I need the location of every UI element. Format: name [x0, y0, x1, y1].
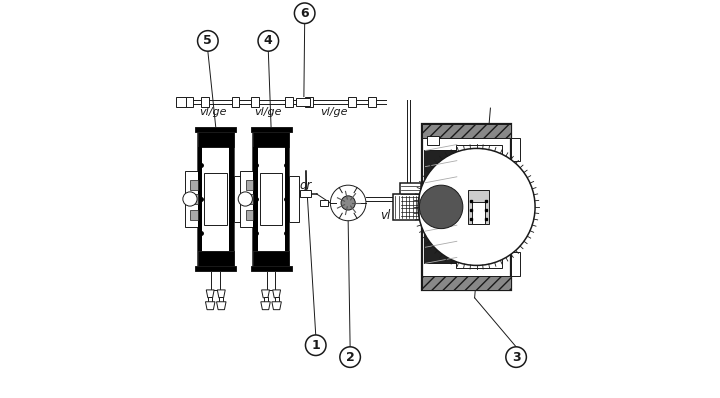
Bar	[197, 147, 202, 251]
Bar	[234, 176, 244, 222]
Bar	[204, 174, 227, 224]
Bar	[195, 266, 236, 271]
Bar	[264, 297, 268, 302]
Bar	[253, 132, 289, 266]
Bar	[511, 252, 520, 276]
Bar	[456, 146, 503, 268]
Bar	[422, 124, 511, 290]
Polygon shape	[261, 290, 269, 298]
Bar	[251, 266, 292, 271]
Bar	[284, 147, 289, 251]
Bar	[300, 190, 310, 197]
Text: vl/ge: vl/ge	[320, 107, 348, 117]
Text: vl/ge: vl/ge	[199, 107, 227, 117]
Bar	[422, 276, 511, 290]
Bar	[320, 200, 328, 206]
Bar	[246, 194, 253, 204]
Circle shape	[341, 196, 355, 210]
Bar	[197, 132, 234, 147]
Polygon shape	[217, 290, 225, 298]
Bar	[208, 297, 212, 302]
Bar	[266, 271, 276, 290]
Bar	[191, 210, 197, 220]
Bar	[246, 180, 253, 190]
Bar	[201, 97, 209, 107]
Bar	[296, 98, 310, 106]
Bar	[240, 171, 253, 227]
Text: 2: 2	[346, 351, 354, 364]
Bar	[274, 297, 279, 302]
Circle shape	[183, 192, 197, 206]
Circle shape	[330, 185, 366, 221]
Polygon shape	[272, 302, 282, 310]
Bar	[289, 176, 299, 222]
Polygon shape	[206, 290, 214, 298]
Bar	[253, 147, 258, 251]
Circle shape	[340, 347, 361, 367]
Bar	[212, 271, 220, 290]
Bar	[191, 194, 197, 204]
Bar	[232, 97, 240, 107]
Text: gr: gr	[300, 179, 312, 192]
Circle shape	[506, 347, 526, 367]
Bar	[468, 190, 490, 224]
Bar	[191, 180, 197, 190]
Text: 5: 5	[204, 34, 212, 47]
Text: 6: 6	[300, 7, 309, 20]
Bar	[400, 183, 421, 219]
Bar	[197, 132, 234, 266]
Circle shape	[305, 335, 326, 355]
Text: 3: 3	[512, 351, 521, 364]
Circle shape	[238, 192, 253, 206]
Bar	[253, 132, 289, 147]
Circle shape	[418, 148, 535, 265]
Text: 1: 1	[311, 339, 320, 352]
Bar	[427, 136, 439, 146]
Bar	[229, 147, 234, 251]
Bar	[185, 171, 197, 227]
Text: vl/ge: vl/ge	[255, 107, 282, 117]
Bar	[511, 138, 520, 162]
Bar	[285, 97, 293, 107]
Bar	[197, 251, 234, 266]
Bar	[185, 97, 193, 107]
Bar	[251, 127, 292, 132]
Bar	[424, 150, 458, 263]
Text: 4: 4	[264, 34, 273, 47]
Bar	[253, 251, 289, 266]
Bar	[195, 127, 236, 132]
Bar	[246, 210, 253, 220]
Circle shape	[258, 31, 279, 51]
Bar	[260, 174, 282, 224]
Bar	[251, 97, 259, 107]
Bar	[176, 98, 186, 107]
Bar	[422, 124, 511, 138]
Circle shape	[294, 3, 315, 23]
Polygon shape	[273, 290, 281, 298]
Polygon shape	[261, 302, 270, 310]
Bar	[305, 97, 312, 107]
Polygon shape	[205, 302, 215, 310]
Circle shape	[197, 31, 218, 51]
Bar	[392, 194, 422, 220]
Circle shape	[419, 185, 463, 228]
Text: vl: vl	[381, 209, 391, 222]
Bar	[348, 97, 356, 107]
Bar	[220, 297, 223, 302]
Bar	[472, 202, 485, 224]
Polygon shape	[217, 302, 226, 310]
Bar	[368, 97, 376, 107]
